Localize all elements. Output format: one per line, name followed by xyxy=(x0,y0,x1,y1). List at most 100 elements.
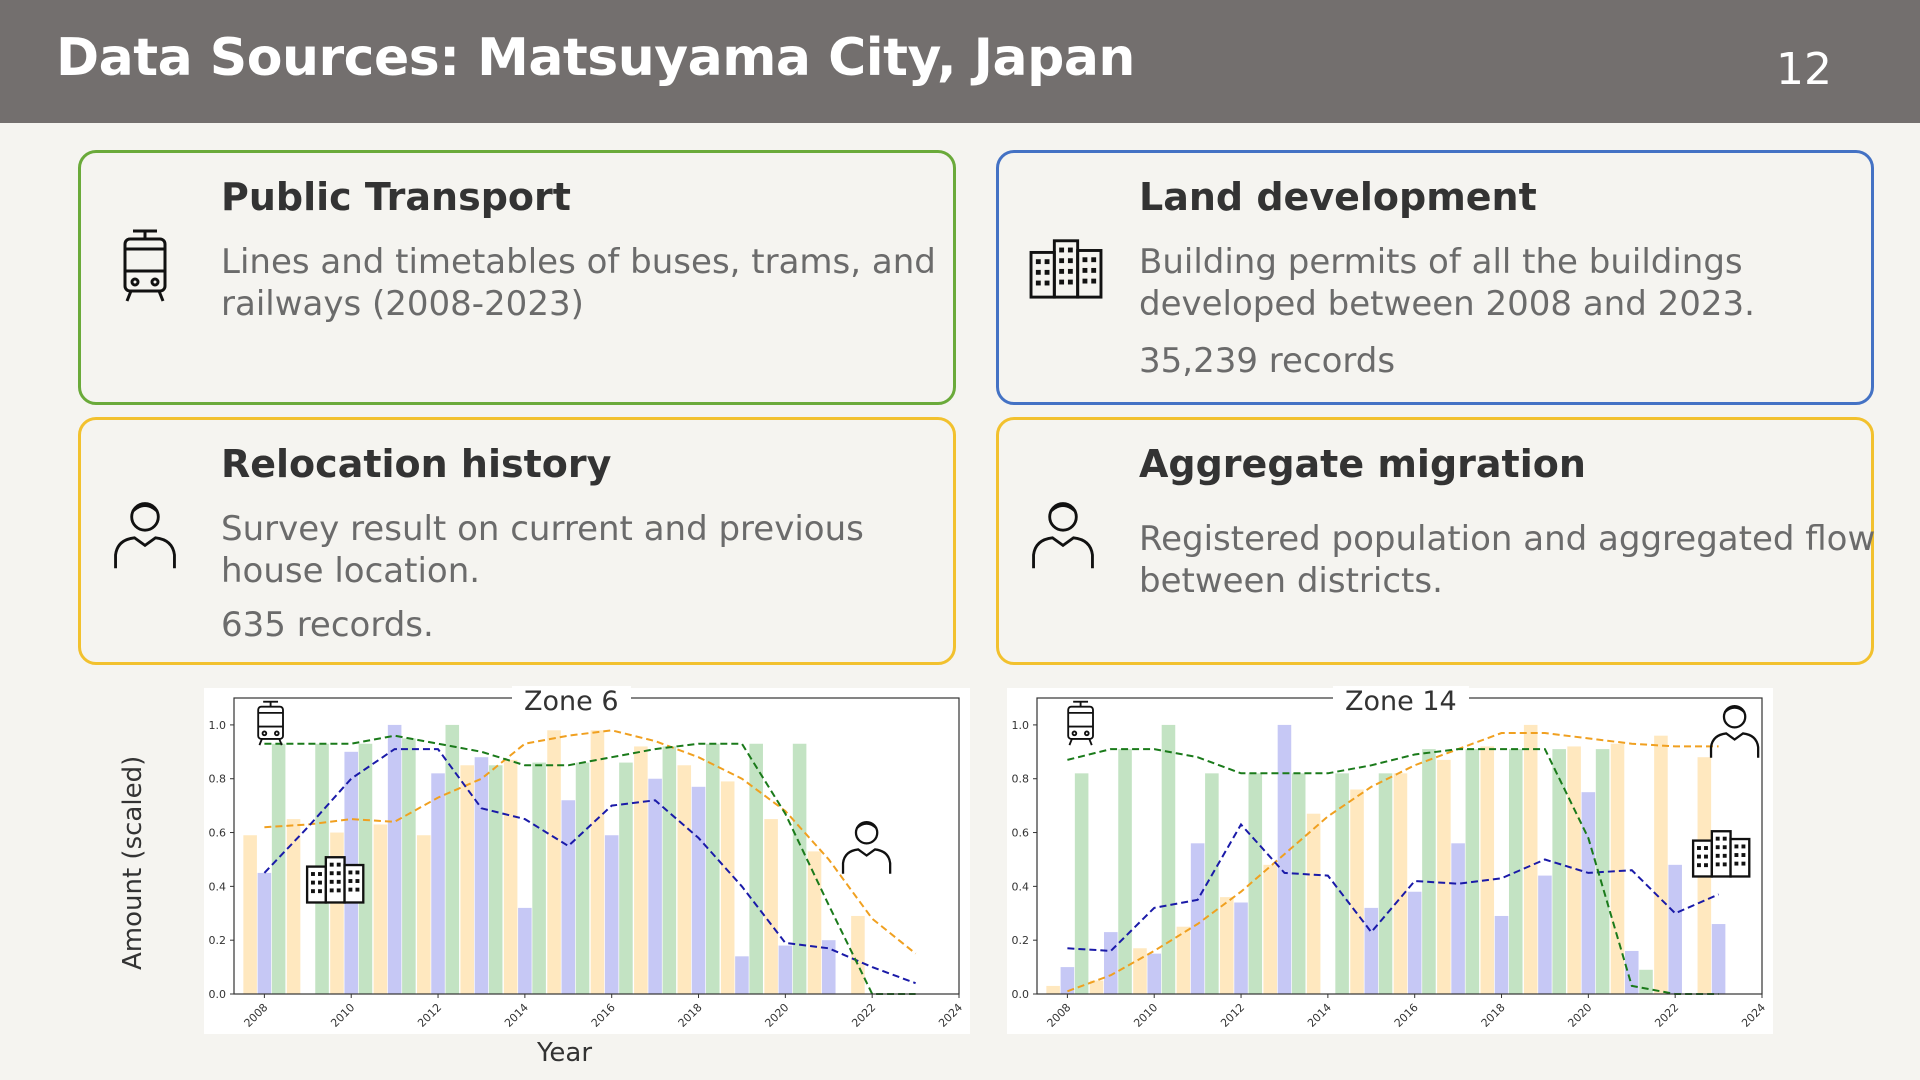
bar xyxy=(460,765,474,994)
series-line xyxy=(263,748,916,985)
bar xyxy=(503,759,518,994)
card-public-transport: Public Transport Lines and timetables of… xyxy=(78,150,956,405)
x-axis-label: Year xyxy=(537,1038,593,1068)
card-description: Registered population and aggregated flo… xyxy=(1139,519,1876,601)
card-aggregate-migration: Aggregate migration Registered populatio… xyxy=(996,417,1875,665)
bar xyxy=(735,956,749,994)
bar xyxy=(1465,749,1480,994)
card-land-development: Land development Building permits of all… xyxy=(996,150,1874,405)
series-line xyxy=(1067,822,1719,952)
y-tick-label: 0.0 xyxy=(209,988,227,1001)
card-description: Survey result on current and previous ho… xyxy=(221,509,864,591)
person-icon xyxy=(841,820,892,874)
bar xyxy=(1118,749,1132,994)
bar xyxy=(662,746,677,994)
bar xyxy=(720,781,735,994)
y-tick-label: 0.6 xyxy=(1012,827,1030,840)
bar xyxy=(1205,773,1219,994)
bar xyxy=(792,743,807,994)
bar xyxy=(749,743,763,994)
bar xyxy=(1494,915,1509,994)
bar xyxy=(1567,746,1581,994)
buildings-icon xyxy=(1029,239,1103,299)
page-number: 12 xyxy=(1776,44,1832,95)
series-line xyxy=(1067,748,1719,995)
bar xyxy=(1060,967,1075,994)
card-description: Lines and timetables of buses, trams, an… xyxy=(221,242,936,324)
person-icon xyxy=(1032,502,1094,569)
bar xyxy=(604,835,619,994)
y-tick-label: 0.4 xyxy=(1012,880,1030,893)
bar xyxy=(417,835,431,994)
bar xyxy=(778,945,793,994)
buildings-icon xyxy=(305,856,365,904)
bar xyxy=(1147,953,1161,994)
bar xyxy=(1248,773,1263,994)
chart-zone-6: 0.0 0.2 0.4 0.6 0.8 1.0 2008 2010 2012 2014 2016 20… xyxy=(204,686,970,1034)
bar xyxy=(1190,843,1205,994)
bar xyxy=(1624,950,1639,994)
y-tick-label: 1.0 xyxy=(1012,719,1030,732)
bar xyxy=(402,738,416,994)
bar xyxy=(1133,948,1147,994)
bar xyxy=(1437,759,1451,994)
card-records: 635 records. xyxy=(221,605,434,645)
bar xyxy=(488,765,503,994)
bar xyxy=(1306,813,1321,994)
bar xyxy=(1711,924,1726,994)
bar xyxy=(518,907,532,994)
series-line xyxy=(264,734,916,995)
card-title: Land development xyxy=(1139,175,1537,219)
bar xyxy=(445,724,460,994)
bar xyxy=(1350,789,1364,994)
card-title: Aggregate migration xyxy=(1139,442,1586,486)
bar xyxy=(1335,773,1349,994)
y-tick-label: 0.8 xyxy=(1012,773,1030,786)
card-records: 35,239 records xyxy=(1139,341,1396,381)
bar xyxy=(590,730,605,994)
bar xyxy=(373,824,388,994)
bar xyxy=(1277,724,1292,994)
card-description: Building permits of all the buildings de… xyxy=(1139,242,1755,324)
card-relocation-history: Relocation history Survey result on curr… xyxy=(78,417,956,665)
bar xyxy=(1234,902,1248,994)
bar xyxy=(532,762,546,994)
bar xyxy=(1422,749,1436,994)
bar xyxy=(705,743,720,994)
y-axis-label: Amount (scaled) xyxy=(118,755,148,970)
bar xyxy=(474,757,489,994)
bar xyxy=(1654,735,1668,994)
card-title: Relocation history xyxy=(221,442,612,486)
bar xyxy=(561,800,576,994)
chart-title: Zone 14 xyxy=(1333,686,1469,717)
tram-icon xyxy=(257,700,284,746)
bar xyxy=(431,773,445,994)
bar xyxy=(677,765,692,994)
bar xyxy=(1220,897,1234,994)
bar xyxy=(691,786,706,994)
bar xyxy=(619,762,633,994)
bar xyxy=(547,730,561,994)
bar xyxy=(807,851,822,994)
bar xyxy=(821,940,836,994)
bar xyxy=(257,872,272,994)
bar xyxy=(1291,773,1306,994)
bar xyxy=(1552,749,1566,994)
bar xyxy=(1668,864,1682,994)
bar xyxy=(1451,843,1465,994)
tram-icon xyxy=(1067,700,1094,746)
bar xyxy=(1610,743,1625,994)
person-icon xyxy=(1709,704,1760,758)
chart-title: Zone 6 xyxy=(512,686,631,717)
bar xyxy=(575,762,590,994)
bar xyxy=(1523,724,1538,994)
bar xyxy=(764,819,778,994)
bar xyxy=(1480,746,1495,994)
bar xyxy=(1161,724,1176,994)
y-tick-label: 0.8 xyxy=(209,773,227,786)
bar xyxy=(271,743,286,994)
bar xyxy=(1393,773,1408,994)
y-tick-label: 0.6 xyxy=(209,827,227,840)
y-tick-label: 0.4 xyxy=(209,880,227,893)
bar xyxy=(1581,792,1596,994)
